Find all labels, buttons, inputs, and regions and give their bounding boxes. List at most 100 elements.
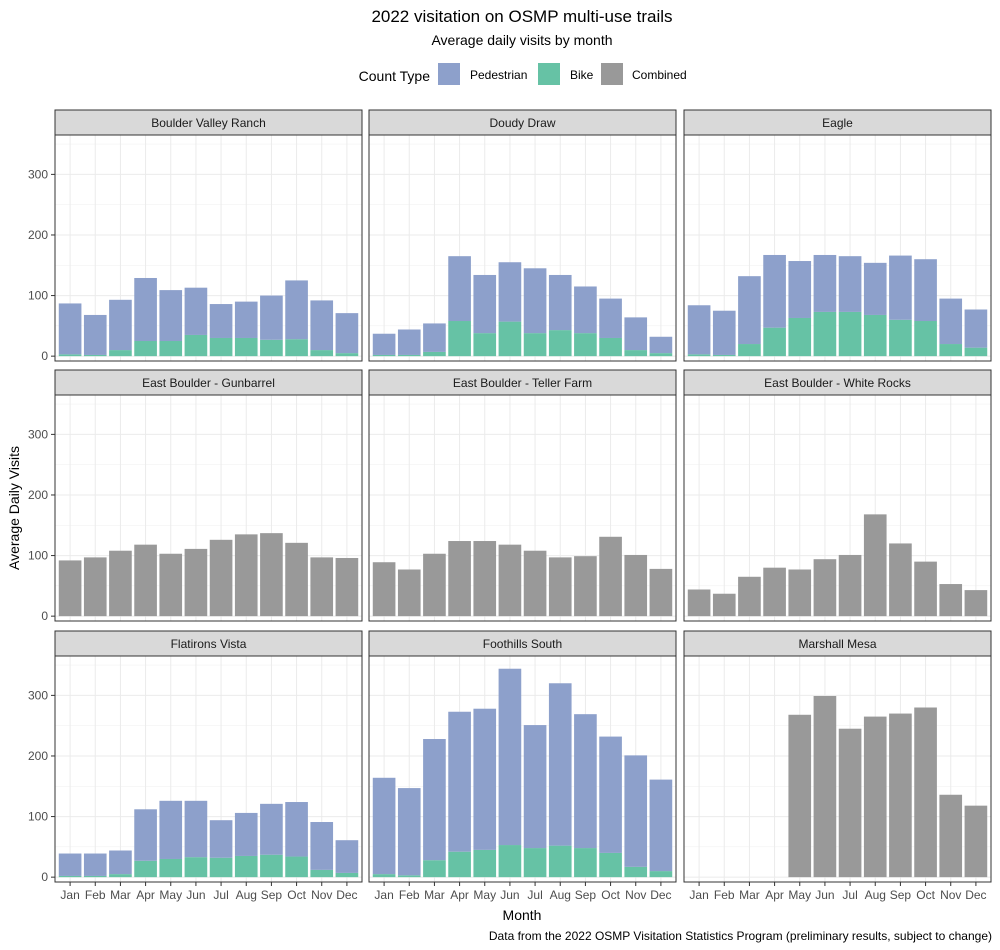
bar-combined xyxy=(234,534,258,617)
bar-combined xyxy=(184,548,208,617)
y-tick-label: 0 xyxy=(41,609,48,623)
bar-pedestrian xyxy=(310,300,334,351)
bar-combined xyxy=(914,707,937,878)
bar-combined xyxy=(863,514,887,617)
bar-combined xyxy=(134,544,157,617)
facet-strip-label: East Boulder - Teller Farm xyxy=(453,376,592,390)
legend-key-bike xyxy=(538,63,560,85)
bar-combined xyxy=(260,533,283,617)
y-axis-title: Average Daily Visits xyxy=(6,446,22,570)
bar-bike xyxy=(209,857,233,878)
bar-pedestrian xyxy=(599,736,622,853)
bar-pedestrian xyxy=(260,295,283,340)
bar-pedestrian xyxy=(574,714,597,849)
x-tick-label: Nov xyxy=(625,888,646,902)
bar-bike xyxy=(159,341,183,357)
bar-pedestrian xyxy=(372,777,396,875)
bar-bike xyxy=(83,354,107,357)
bar-pedestrian xyxy=(335,313,359,354)
bar-combined xyxy=(889,713,912,878)
bar-pedestrian xyxy=(763,254,786,328)
bar-bike xyxy=(738,344,761,357)
x-tick-label: Jun xyxy=(815,888,834,902)
bar-pedestrian xyxy=(649,336,673,354)
bar-pedestrian xyxy=(649,779,673,872)
x-tick-label: Aug xyxy=(865,888,886,902)
x-tick-label: Jan xyxy=(374,888,393,902)
facet-strip-label: Foothills South xyxy=(483,637,562,651)
x-tick-label: Oct xyxy=(601,888,620,902)
bar-pedestrian xyxy=(423,739,446,861)
bar-pedestrian xyxy=(498,668,522,846)
x-tick-label: Jul xyxy=(842,888,857,902)
bar-pedestrian xyxy=(473,708,497,850)
x-tick-label: Feb xyxy=(714,888,735,902)
legend-label-combined: Combined xyxy=(632,68,687,82)
bar-bike xyxy=(599,852,622,878)
bar-combined xyxy=(83,557,107,617)
x-tick-label: Oct xyxy=(916,888,935,902)
panel-border xyxy=(54,655,363,883)
bar-pedestrian xyxy=(285,802,308,857)
bar-combined xyxy=(209,539,233,617)
bar-pedestrian xyxy=(58,303,82,355)
bar-combined xyxy=(58,560,82,617)
bar-pedestrian xyxy=(109,850,132,875)
bar-pedestrian xyxy=(397,329,421,355)
bar-pedestrian xyxy=(184,287,208,335)
x-tick-label: May xyxy=(788,888,811,902)
bar-bike xyxy=(649,353,673,357)
bar-pedestrian xyxy=(397,788,421,876)
bar-bike xyxy=(372,354,396,357)
y-tick-label: 200 xyxy=(28,228,48,242)
x-tick-label: Apr xyxy=(450,888,469,902)
bar-bike xyxy=(58,354,82,357)
x-tick-label: Oct xyxy=(287,888,306,902)
facet-doudy-draw: Doudy Draw xyxy=(368,109,677,362)
bar-combined xyxy=(687,589,711,617)
bar-pedestrian xyxy=(939,298,963,345)
bar-bike xyxy=(310,869,334,878)
bar-pedestrian xyxy=(473,274,497,334)
facet-strip-label: Eagle xyxy=(822,116,853,130)
bar-combined xyxy=(523,550,547,617)
panel-border xyxy=(54,134,363,362)
bar-combined xyxy=(889,543,912,617)
x-axis-title: Month xyxy=(503,907,542,923)
legend-title: Count Type xyxy=(359,68,431,84)
x-tick-label: Sep xyxy=(261,888,283,902)
panel-border xyxy=(368,394,677,622)
bar-pedestrian xyxy=(788,261,812,318)
bar-bike xyxy=(335,872,359,878)
bar-bike xyxy=(134,860,157,878)
bar-combined xyxy=(788,714,812,878)
x-tick-label: Aug xyxy=(550,888,571,902)
bar-bike xyxy=(184,334,208,357)
x-tick-label: Mar xyxy=(424,888,445,902)
bar-combined xyxy=(788,569,812,617)
facet-panels: Boulder Valley Ranch 0 100 200 300 Doudy Draw… xyxy=(28,109,992,902)
bar-combined xyxy=(863,716,887,878)
panel-border xyxy=(683,394,992,622)
x-tick-label: Nov xyxy=(311,888,332,902)
bar-pedestrian xyxy=(159,800,183,859)
bar-bike xyxy=(423,351,446,357)
bar-pedestrian xyxy=(863,262,887,315)
y-tick-label: 0 xyxy=(41,870,48,884)
bar-pedestrian xyxy=(134,277,157,342)
bar-pedestrian xyxy=(109,299,132,351)
y-tick-label: 300 xyxy=(28,688,48,702)
legend-key-combined xyxy=(601,63,623,85)
bar-bike xyxy=(260,339,283,357)
bar-combined xyxy=(964,590,988,617)
bar-pedestrian xyxy=(624,755,648,867)
x-tick-label: Sep xyxy=(575,888,597,902)
bar-pedestrian xyxy=(134,809,157,861)
x-tick-label: Apr xyxy=(136,888,155,902)
bar-bike xyxy=(159,858,183,878)
bar-pedestrian xyxy=(372,333,396,355)
bar-combined xyxy=(423,553,446,617)
y-tick-label: 300 xyxy=(28,167,48,181)
facet-strip-label: Boulder Valley Ranch xyxy=(151,116,266,130)
